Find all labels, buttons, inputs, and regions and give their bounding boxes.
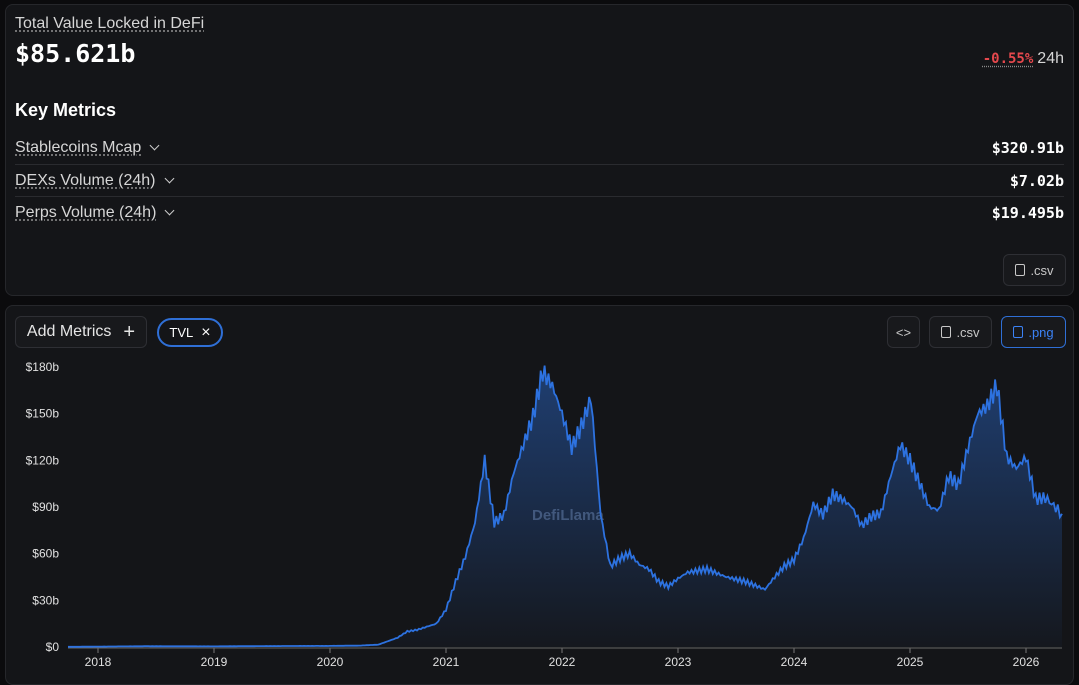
- tvl-line: [68, 365, 1063, 648]
- file-download-icon: [941, 326, 952, 338]
- metric-label: Stablecoins Mcap: [15, 139, 142, 156]
- change-percent[interactable]: -0.55%: [982, 51, 1034, 67]
- csv-label: .csv: [956, 324, 980, 340]
- y-tick-label: $0: [46, 640, 60, 654]
- y-tick-label: $180b: [26, 360, 60, 374]
- chip-label: TVL: [169, 325, 194, 340]
- x-tick-label: 2024: [781, 655, 808, 669]
- x-tick-label: 2021: [433, 655, 460, 669]
- tvl-change: -0.55% 24h: [983, 48, 1064, 68]
- key-metrics-title: Key Metrics: [15, 100, 117, 120]
- tvl-label[interactable]: Total Value Locked in DeFi: [15, 15, 205, 32]
- x-tick-label: 2022: [549, 655, 576, 669]
- x-tick-label: 2020: [317, 655, 344, 669]
- y-tick-label: $60b: [32, 547, 59, 561]
- y-tick-label: $90b: [32, 500, 59, 514]
- metric-value: $19.495b: [991, 203, 1064, 222]
- embed-button[interactable]: <>: [887, 316, 920, 348]
- add-metrics-button[interactable]: Add Metrics +: [15, 316, 147, 348]
- metric-row-dexs[interactable]: DEXs Volume (24h) $7.02b: [15, 164, 1064, 196]
- png-label: .png: [1028, 324, 1054, 340]
- csv-label: .csv: [1030, 262, 1054, 278]
- y-tick-label: $30b: [32, 593, 59, 607]
- code-icon: <>: [895, 324, 912, 340]
- tvl-area: [68, 365, 1062, 647]
- close-icon[interactable]: ×: [201, 323, 211, 341]
- y-tick-label: $150b: [26, 407, 60, 421]
- download-csv-button[interactable]: .csv: [1003, 254, 1066, 286]
- file-download-icon: [1013, 326, 1024, 338]
- metric-chip-tvl[interactable]: TVL ×: [157, 318, 223, 347]
- metric-value: $320.91b: [991, 139, 1064, 157]
- metric-label: Perps Volume (24h): [15, 203, 157, 221]
- metric-row-perps[interactable]: Perps Volume (24h) $19.495b: [15, 196, 1064, 228]
- x-tick-label: 2023: [665, 655, 692, 669]
- file-download-icon: [1015, 264, 1026, 276]
- metric-label: DEXs Volume (24h): [15, 171, 156, 189]
- chart-csv-button[interactable]: .csv: [929, 316, 992, 348]
- x-tick-label: 2019: [201, 655, 228, 669]
- change-period: 24h: [1037, 50, 1064, 67]
- tvl-value: $85.621b: [15, 39, 136, 68]
- x-tick-label: 2026: [1013, 655, 1040, 669]
- x-tick-label: 2018: [85, 655, 112, 669]
- metric-row-stablecoins[interactable]: Stablecoins Mcap $320.91b: [15, 132, 1064, 164]
- x-tick-label: 2025: [897, 655, 924, 669]
- metric-value: $7.02b: [1009, 171, 1064, 190]
- y-tick-label: $120b: [26, 453, 60, 467]
- add-metrics-label: Add Metrics: [26, 323, 112, 340]
- plus-icon: +: [123, 320, 136, 343]
- tvl-summary-panel: Total Value Locked in DeFi $85.621b -0.5…: [5, 4, 1074, 296]
- chart-png-button[interactable]: .png: [1001, 316, 1066, 348]
